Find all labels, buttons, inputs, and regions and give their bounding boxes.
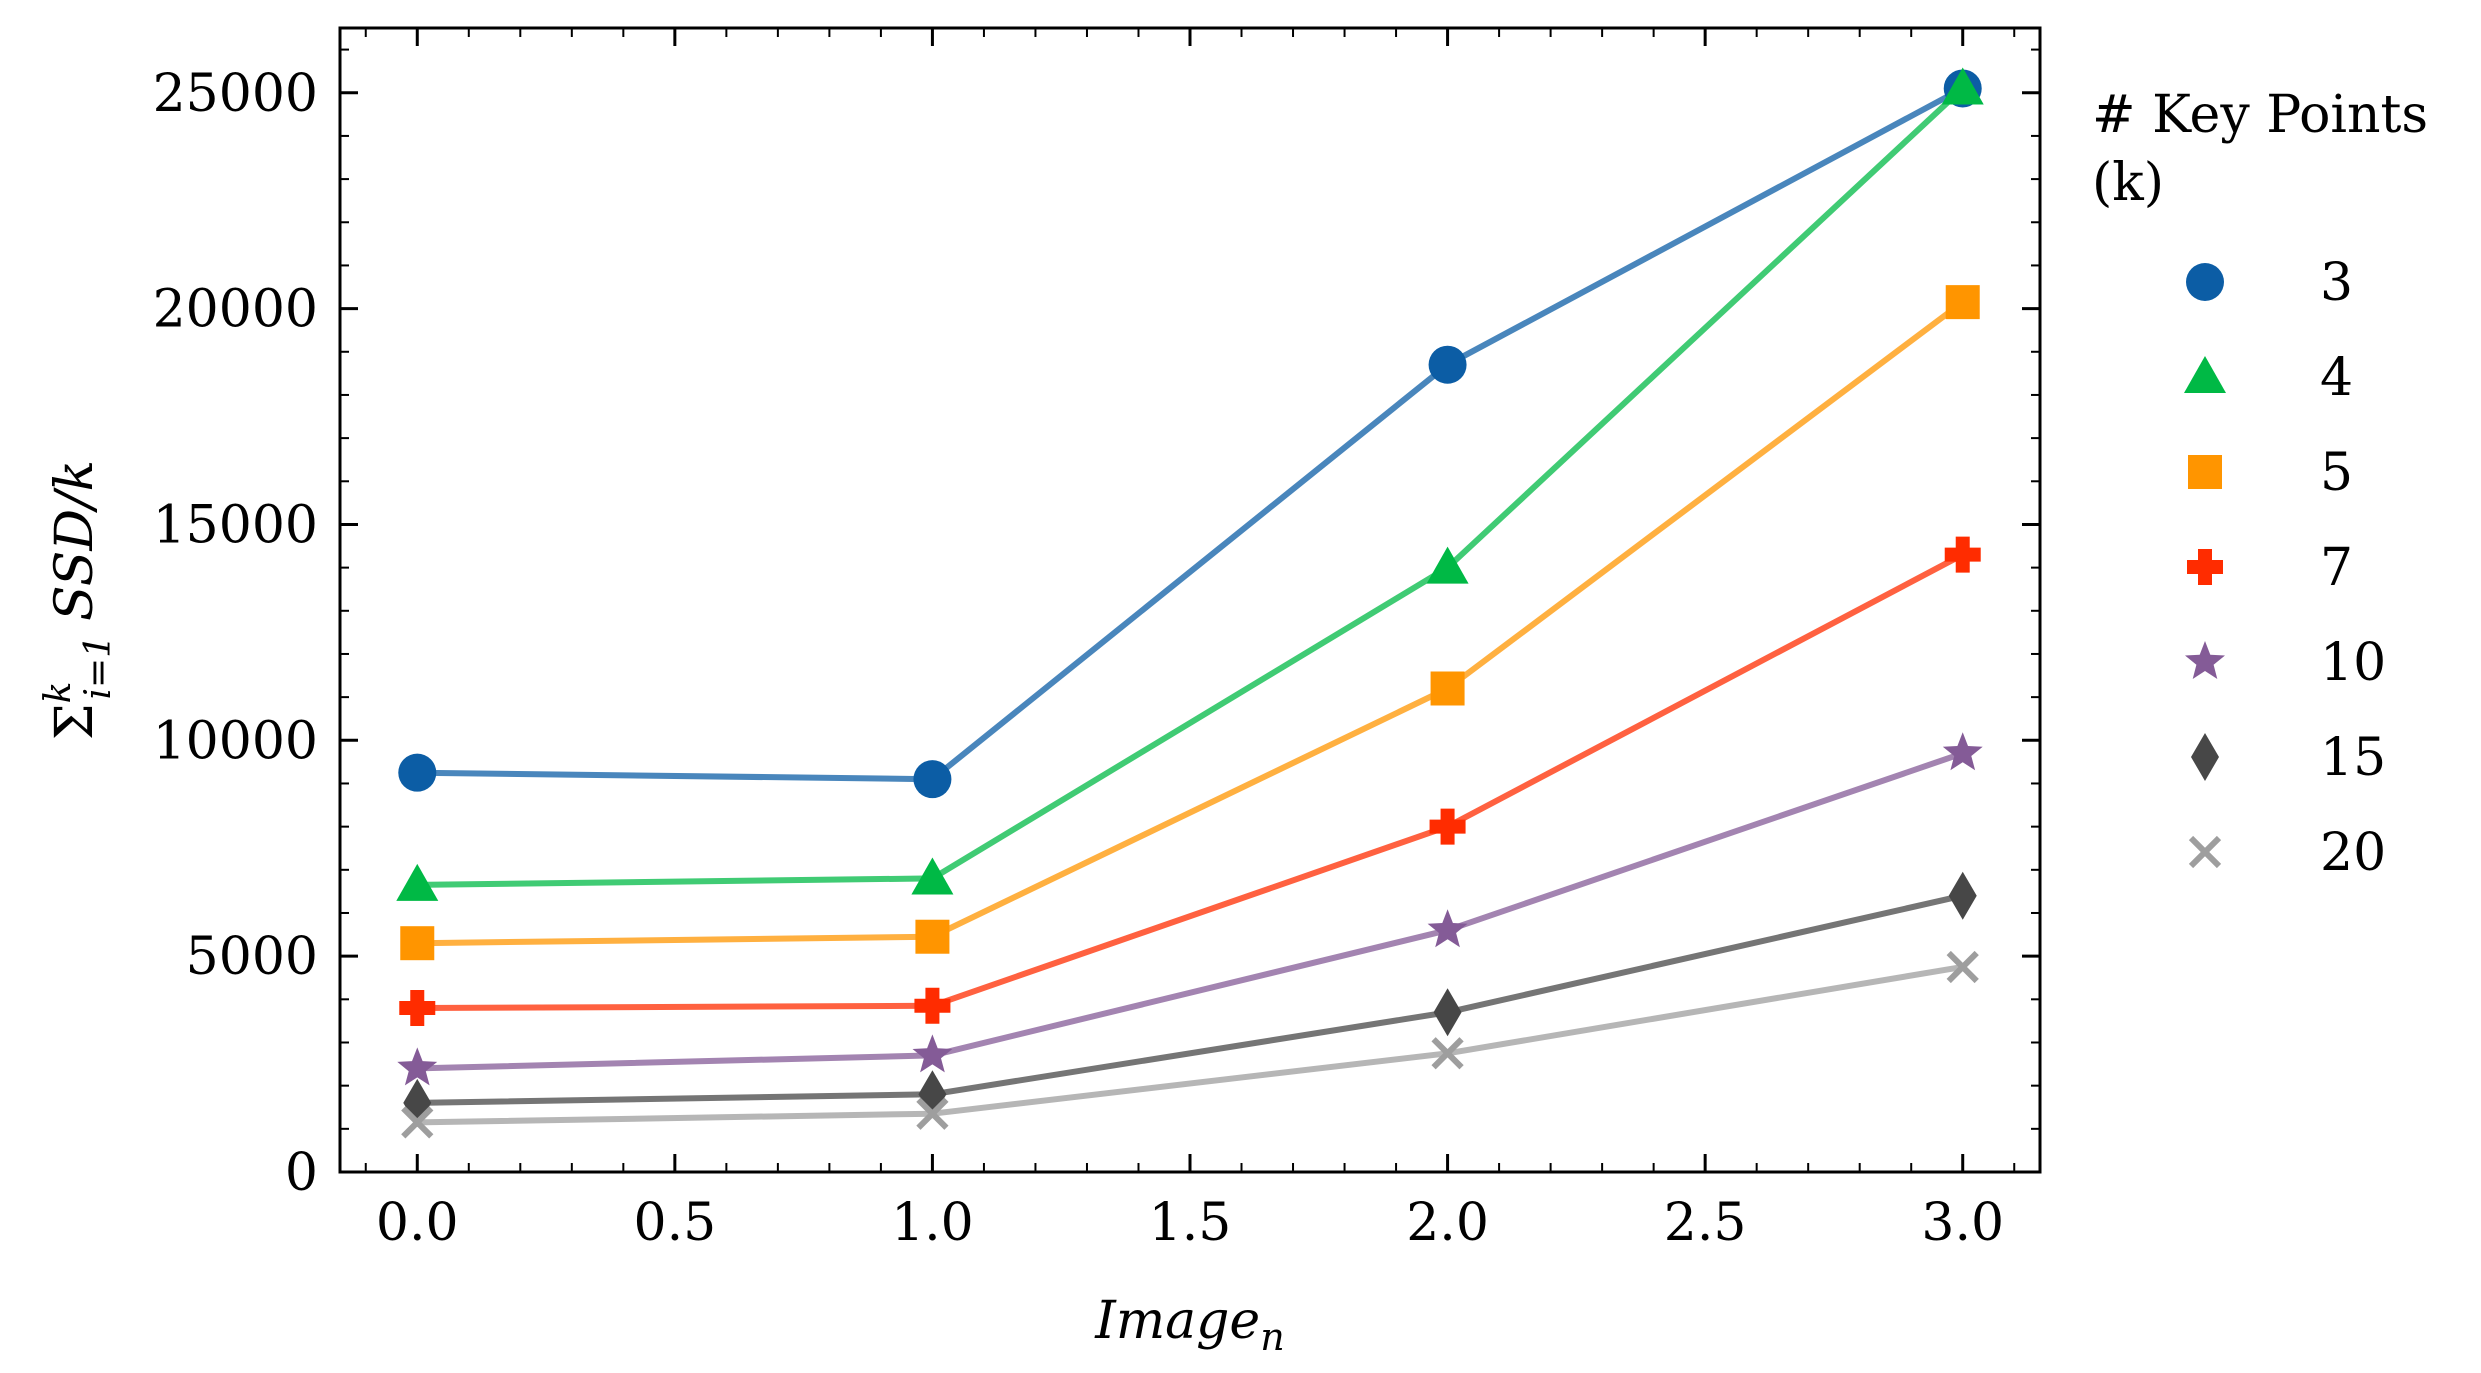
legend-title-line-1: # Key Points [2092, 85, 2428, 145]
legend-marker-5 [2188, 455, 2222, 489]
series-line-5 [417, 299, 1965, 947]
ticks [340, 28, 2040, 1174]
tick-labels: 0.0 0.5 1.0 1.5 2.0 2.5 3.0 0 5000 10000 15000 2000… [153, 64, 2005, 1253]
series-line-15 [417, 892, 1964, 1106]
series-4-point-2 [1426, 546, 1469, 584]
series-7-point-1 [914, 987, 951, 1024]
series-5-point-1 [915, 919, 950, 954]
series-4-point-3 [1941, 67, 1984, 105]
legend-marker-3 [2186, 263, 2224, 301]
x-axis-label-subscript: n [1260, 1315, 1284, 1359]
series-20-point-0-stroke-b [401, 1106, 434, 1139]
x-tick-label-4: 2.0 [1406, 1193, 1489, 1253]
series-3-point-0 [398, 753, 437, 792]
series-20-point-1 [916, 1097, 949, 1130]
series-5-point-2 [1430, 671, 1465, 706]
x-tick-label-6: 3.0 [1921, 1193, 2004, 1253]
series-7-point-2 [1429, 808, 1466, 845]
legend-entry-5: 5 [2188, 443, 2353, 503]
legend-label-15: 15 [2320, 728, 2386, 788]
y-axis-label: Σki=1 SSD/k [38, 460, 119, 740]
x-tick-label-2: 1.0 [891, 1193, 974, 1253]
legend-entries: 3 4 5 7 10 15 20 [2184, 253, 2386, 883]
series-line-20 [417, 963, 1964, 1126]
legend-label-7: 7 [2320, 538, 2353, 598]
series-line-3 [417, 85, 1965, 783]
legend-label-5: 5 [2320, 443, 2353, 503]
series-line-4 [417, 86, 1965, 888]
series-4-point-1 [911, 857, 954, 895]
series-20-point-2-stroke-b [1431, 1037, 1464, 1070]
plot-frame [338, 26, 2042, 1174]
x-axis-label-main: Image [1094, 1291, 1260, 1351]
plot-markers [396, 67, 1984, 1139]
legend-entry-4: 4 [2184, 348, 2353, 408]
series-4-point-0 [396, 863, 439, 901]
series-20-point-1-stroke-b [916, 1097, 949, 1130]
legend-marker-15 [2191, 733, 2219, 781]
legend-marker-4 [2184, 356, 2226, 393]
legend-marker-7 [2187, 549, 2223, 585]
legend-entry-7: 7 [2187, 538, 2353, 598]
x-tick-label-0: 0.0 [376, 1193, 459, 1253]
series-10-point-3 [1942, 732, 1983, 771]
series-line-7 [417, 552, 1965, 1011]
series-7-point-3 [1944, 536, 1981, 573]
y-tick-label-4: 20000 [153, 280, 318, 340]
series-20-point-2 [1431, 1037, 1464, 1070]
legend-label-4: 4 [2320, 348, 2353, 408]
legend-marker-10 [2185, 641, 2225, 679]
legend-entry-3: 3 [2186, 253, 2353, 313]
series-3-point-1 [913, 760, 952, 799]
series-15-point-2 [1433, 988, 1462, 1037]
legend: # Key Points (k) 3 4 5 7 10 15 20 [2092, 85, 2428, 883]
legend-marker-20 [2188, 835, 2222, 869]
y-tick-label-1: 5000 [186, 927, 318, 987]
legend-title-line-2: (k) [2092, 153, 2164, 213]
legend-entry-10: 10 [2185, 633, 2386, 693]
series-5-point-0 [400, 926, 435, 961]
series-20-point-3-stroke-b [1946, 950, 1979, 984]
series-5-point-3 [1945, 285, 1980, 320]
y-tick-label-2: 10000 [153, 711, 318, 771]
series-20-point-0 [401, 1106, 434, 1139]
series-line-10 [417, 750, 1964, 1072]
y-tick-label-3: 15000 [153, 495, 318, 555]
x-tick-label-5: 2.5 [1664, 1193, 1747, 1253]
y-tick-label-0: 0 [285, 1143, 318, 1203]
y-tick-label-5: 25000 [153, 64, 318, 124]
legend-label-20: 20 [2320, 823, 2386, 883]
series-15-point-3 [1948, 871, 1977, 920]
x-tick-label-3: 1.5 [1149, 1193, 1232, 1253]
legend-label-3: 3 [2320, 253, 2353, 313]
series-7-point-0 [399, 989, 436, 1026]
y-axis-label-sup: k [38, 682, 79, 704]
x-axis-label: Imagen [1094, 1291, 1284, 1359]
y-axis-label-main: SSD/k [45, 460, 105, 621]
plot-lines [417, 85, 1965, 1126]
x-tick-label-1: 0.5 [633, 1193, 716, 1253]
legend-entry-15: 15 [2191, 728, 2386, 788]
y-axis-label-sum: Σ [45, 703, 105, 740]
series-3-point-2 [1428, 345, 1467, 384]
legend-label-10: 10 [2320, 633, 2386, 693]
legend-entry-20: 20 [2188, 823, 2386, 883]
legend-marker-20-stroke-b [2188, 835, 2222, 869]
series-10-point-2 [1427, 909, 1468, 948]
y-axis-label-sub: i=1 [78, 635, 119, 700]
series-10-point-0 [397, 1047, 438, 1086]
series-10-point-1 [912, 1034, 953, 1073]
series-20-point-3 [1946, 950, 1979, 984]
